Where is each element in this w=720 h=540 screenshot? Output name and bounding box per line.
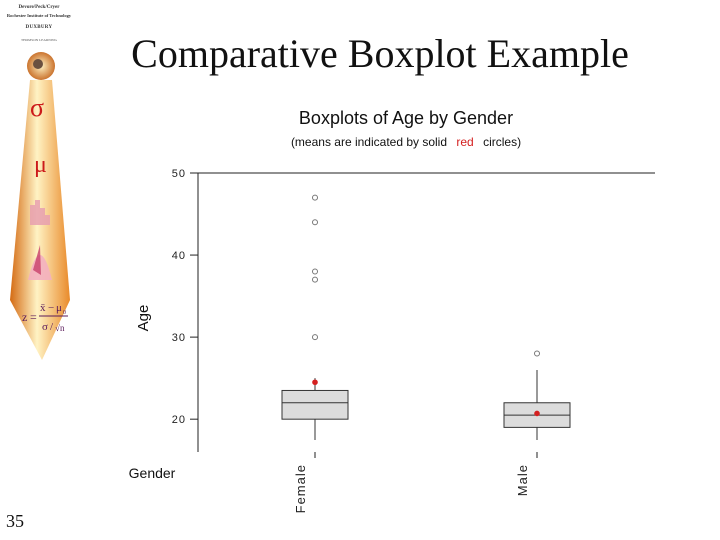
svg-text:/: / — [50, 321, 54, 333]
y-tick-label: 30 — [172, 332, 186, 344]
sigma-icon: σ — [30, 93, 44, 122]
x-tick-label: Female — [293, 464, 308, 513]
histogram-icon — [30, 200, 50, 225]
svg-text:x̄: x̄ — [40, 302, 46, 314]
subtitle-before: (means are indicated by solid — [291, 135, 447, 149]
svg-text:z: z — [22, 310, 27, 324]
x-tick-label: Male — [515, 464, 530, 496]
outlier-point — [312, 268, 318, 275]
outlier-point — [312, 334, 318, 341]
credit-brand: DUXBURY — [25, 25, 53, 30]
tie-graphic: σ μ z = x̄ − μ 0 σ / √n — [10, 52, 70, 360]
outlier-point — [534, 350, 540, 357]
slide-title: Comparative Boxplot Example — [131, 31, 629, 76]
globe-icon — [33, 59, 43, 69]
y-tick-label: 20 — [172, 414, 186, 426]
chart-subtitle: (means are indicated by solid red circle… — [291, 135, 521, 149]
chart-title: Boxplots of Age by Gender — [299, 108, 513, 128]
credit-author: Devore/Peck/Cryer — [18, 5, 60, 10]
slide-number: 35 — [6, 511, 24, 531]
subtitle-after: circles) — [483, 135, 521, 149]
svg-text:σ: σ — [42, 321, 48, 333]
x-axis-label: Gender — [129, 465, 176, 481]
sidebar-decoration: Devore/Peck/Cryer Rochester Institute of… — [0, 0, 80, 540]
credit-publisher: THOMSON LEARNING — [20, 38, 58, 42]
credit-institute: Rochester Institute of Technology — [6, 13, 72, 18]
shaded-area-icon — [33, 245, 41, 275]
svg-text:0: 0 — [63, 310, 66, 316]
mean-marker — [534, 410, 540, 417]
mu-icon: μ — [34, 152, 47, 178]
svg-text:√n: √n — [55, 323, 65, 333]
y-tick-label: 50 — [172, 168, 186, 180]
y-tick-label: 40 — [172, 250, 186, 262]
svg-text:−: − — [48, 302, 54, 314]
z-formula-icon: z = x̄ − μ 0 σ / √n — [22, 302, 68, 333]
svg-text:μ: μ — [56, 302, 62, 314]
box — [281, 389, 349, 420]
y-axis-label: Age — [135, 305, 152, 332]
outlier-point — [312, 194, 318, 201]
plot-area: 20 30 40 50 Female Male — [172, 168, 655, 513]
svg-text:=: = — [30, 310, 37, 324]
mean-marker — [312, 379, 318, 386]
outlier-point — [312, 276, 318, 283]
outlier-point — [312, 219, 318, 226]
subtitle-highlight: red — [456, 135, 473, 149]
